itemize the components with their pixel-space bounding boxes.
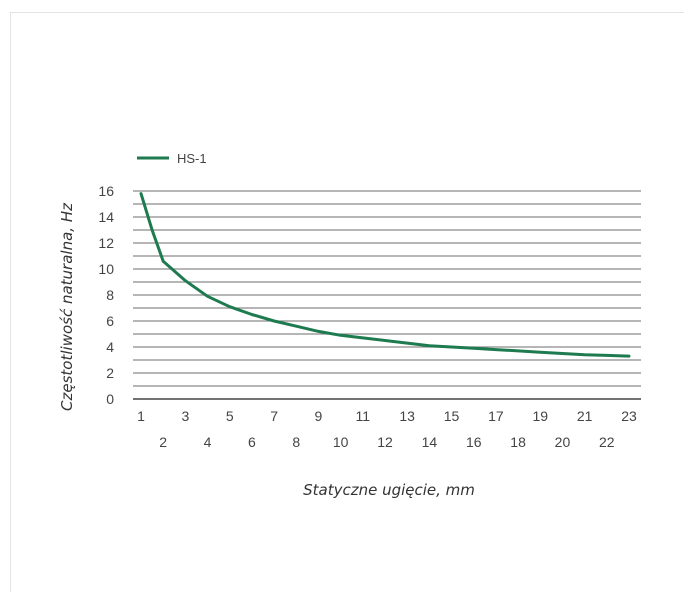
x-tick-label: 5 [226, 408, 234, 424]
x-tick-label: 21 [577, 408, 593, 424]
x-tick-label: 3 [181, 408, 189, 424]
x-tick-label: 4 [204, 434, 212, 450]
x-tick-label: 10 [333, 434, 349, 450]
chart-frame: 0 2 4 6 8 10 12 14 16 1 3 5 7 9 11 13 15 17 19 21 23 2 4 6 8 10 1… [10, 12, 684, 592]
x-tick-label: 20 [555, 434, 571, 450]
legend: HS-1 [137, 151, 207, 166]
y-tick-label: 2 [106, 365, 114, 381]
y-tick-label: 6 [106, 313, 114, 329]
x-tick-labels: 1 3 5 7 9 11 13 15 17 19 21 232 4 6 8 10 12 14 16 18 20 22 [137, 408, 637, 450]
y-tick-label: 16 [98, 183, 114, 199]
x-tick-label: 9 [315, 408, 323, 424]
legend-label: HS-1 [177, 151, 207, 166]
x-tick-label: 17 [488, 408, 504, 424]
y-tick-label: 0 [106, 391, 114, 407]
x-tick-label: 8 [292, 434, 300, 450]
x-tick-label: 19 [532, 408, 548, 424]
y-tick-label: 14 [98, 209, 114, 225]
x-tick-label: 12 [377, 434, 393, 450]
x-tick-label: 2 [159, 434, 167, 450]
x-tick-label: 13 [399, 408, 415, 424]
x-tick-label: 23 [621, 408, 637, 424]
y-tick-label: 4 [106, 339, 114, 355]
x-tick-label: 15 [444, 408, 460, 424]
x-tick-label: 6 [248, 434, 256, 450]
series-line-hs-1 [139, 192, 631, 358]
y-axis-title: Częstotliwość naturalna, Hz [58, 202, 76, 411]
y-tick-labels: 0 2 4 6 8 10 12 14 16 [98, 183, 114, 407]
x-tick-label: 11 [356, 408, 371, 424]
x-tick-label: 1 [137, 408, 145, 424]
x-tick-label: 14 [422, 434, 438, 450]
x-tick-label: 7 [270, 408, 278, 424]
x-tick-label: 22 [599, 434, 615, 450]
y-tick-label: 12 [98, 235, 114, 251]
series-layer [139, 192, 631, 358]
x-axis-title: Statyczne ugięcie, mm [303, 481, 475, 499]
x-tick-label: 16 [466, 434, 482, 450]
grid-lines [133, 190, 641, 387]
y-tick-label: 10 [98, 261, 114, 277]
x-tick-label: 18 [510, 434, 526, 450]
y-tick-label: 8 [106, 287, 114, 303]
